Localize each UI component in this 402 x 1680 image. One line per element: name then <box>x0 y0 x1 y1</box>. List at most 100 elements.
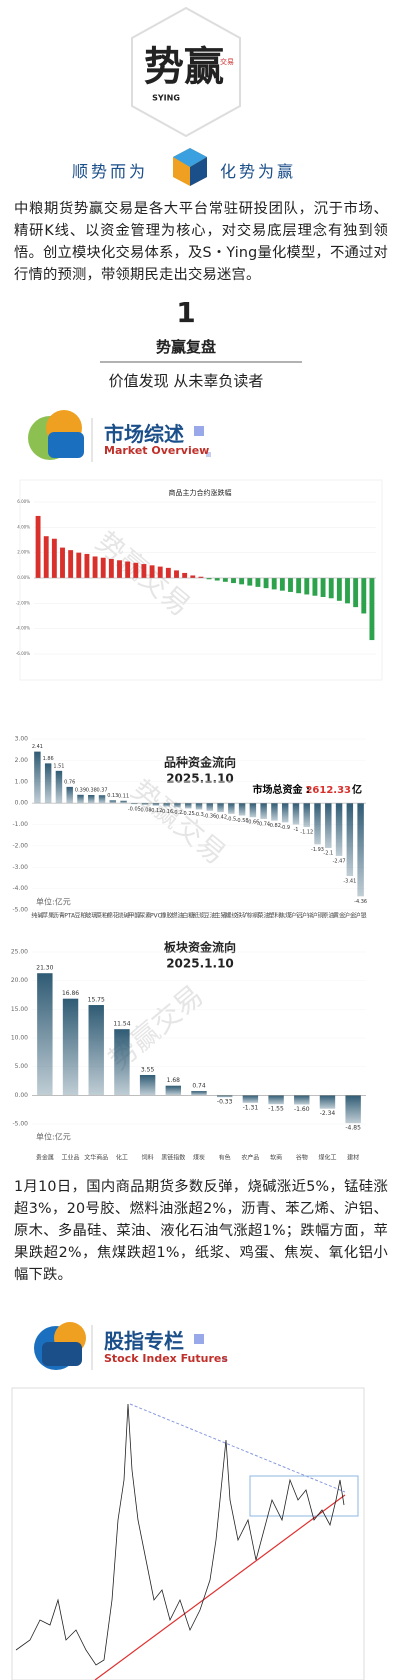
bar <box>109 800 117 804</box>
x-tick-label: 白糖 <box>182 912 194 920</box>
bar <box>117 560 122 578</box>
x-tick-label: PTA <box>64 913 76 920</box>
bar <box>263 578 269 589</box>
section-subtitle: 价值发现 从未辜负读者 <box>108 372 264 390</box>
deco <box>206 452 211 457</box>
price-line <box>15 1403 345 1666</box>
total-unit: 亿 <box>352 783 362 796</box>
x-tick-label: 贵金属 <box>36 1154 54 1162</box>
x-tick-label: 甲醇 <box>128 912 140 920</box>
bar <box>216 1095 233 1098</box>
x-tick-label: 焦煤 <box>279 912 291 920</box>
value-label: -0.16 <box>160 809 173 815</box>
y-tick-label: 10.00 <box>11 1035 28 1042</box>
x-tick-label: 纯碱 <box>31 912 43 920</box>
x-tick-label: 沪金 <box>344 912 356 920</box>
bar <box>353 578 359 608</box>
bar <box>271 578 277 590</box>
value-label: -0.42 <box>214 815 227 821</box>
logo: 势赢 <box>144 43 224 90</box>
x-tick-label: 菜油 <box>258 912 270 920</box>
watermark: 势赢交易 <box>125 773 232 870</box>
chart-title: 品种资金流向 <box>164 755 236 770</box>
value-label: 0.37 <box>96 788 107 794</box>
value-label: -0.5 <box>226 816 236 822</box>
y-tick-label: 20.00 <box>11 977 28 984</box>
y-tick-label: 2.00 <box>15 757 29 764</box>
bar <box>165 567 171 578</box>
bar <box>238 803 246 816</box>
y-tick-label: -1.00 <box>12 821 28 828</box>
bar <box>255 578 261 587</box>
bar <box>157 566 163 578</box>
y-tick-label: 3.00 <box>15 736 29 743</box>
value-label: -2.1 <box>323 851 333 857</box>
value-label: 2.41 <box>32 744 43 750</box>
bar <box>165 1085 182 1096</box>
x-tick-label: 软商 <box>270 1154 282 1162</box>
bar <box>190 575 196 578</box>
bar <box>125 561 131 578</box>
x-tick-label: 纸浆 <box>193 912 205 920</box>
logo-seal: 交易 <box>220 57 234 66</box>
bar <box>206 578 212 580</box>
value-label: 16.86 <box>62 990 79 997</box>
bar <box>191 1091 207 1096</box>
icon <box>190 157 207 186</box>
value-label: 1.68 <box>167 1077 181 1084</box>
deco <box>194 426 204 436</box>
bar <box>139 1074 156 1096</box>
bar <box>198 576 204 578</box>
icon <box>173 148 207 167</box>
value-label: -1.60 <box>294 1106 310 1113</box>
y-tick-label: 2.00% <box>17 550 30 555</box>
value-label: 0.38 <box>86 788 97 794</box>
value-label: -1 <box>293 827 298 833</box>
value-label: -0.2 <box>173 810 183 816</box>
bar <box>336 578 342 601</box>
value-label: -0.05 <box>128 807 141 813</box>
value-label: -1.31 <box>243 1104 259 1111</box>
bar <box>55 770 63 804</box>
x-tick-label: 棉花 <box>107 912 119 920</box>
total-label: 市场总资金 : <box>253 783 310 796</box>
chart-title: 板块资金流向 <box>164 940 236 955</box>
unit-label: 单位:亿元 <box>36 1132 71 1142</box>
bar <box>325 803 332 849</box>
value-label: -0.66 <box>246 820 259 826</box>
header-subtitle: Market Overview <box>104 444 210 457</box>
bar <box>239 578 245 585</box>
bar <box>195 803 203 810</box>
x-tick-label: 黑链指数 <box>161 1154 185 1162</box>
x-tick-label: 螺纹 <box>225 912 237 920</box>
value-label: -0.58 <box>236 818 249 824</box>
value-label: -0.33 <box>217 1099 233 1106</box>
y-tick-label: 0.00 <box>15 1092 29 1099</box>
value-label: 0.74 <box>192 1083 206 1090</box>
x-tick-label: 铁矿 <box>236 912 248 920</box>
y-tick-label: 5.00 <box>15 1063 29 1070</box>
bar <box>77 794 84 804</box>
x-tick-label: 燃油 <box>171 912 183 920</box>
value-label: -0.08 <box>139 807 152 813</box>
bar <box>114 1029 130 1096</box>
bar <box>133 562 139 578</box>
bar <box>281 803 289 823</box>
bar <box>98 795 106 804</box>
bar <box>182 572 188 578</box>
icon <box>48 432 84 458</box>
bar <box>66 786 73 804</box>
bar <box>292 803 300 825</box>
bar <box>37 973 53 1096</box>
x-tick-label: 有色 <box>219 1154 231 1162</box>
bar <box>304 578 310 595</box>
bar <box>149 565 155 578</box>
bar <box>108 559 114 578</box>
value-label: -0.25 <box>182 811 195 817</box>
bar <box>247 578 253 586</box>
bar <box>88 1005 104 1096</box>
bar <box>76 552 82 578</box>
bar <box>249 803 257 818</box>
